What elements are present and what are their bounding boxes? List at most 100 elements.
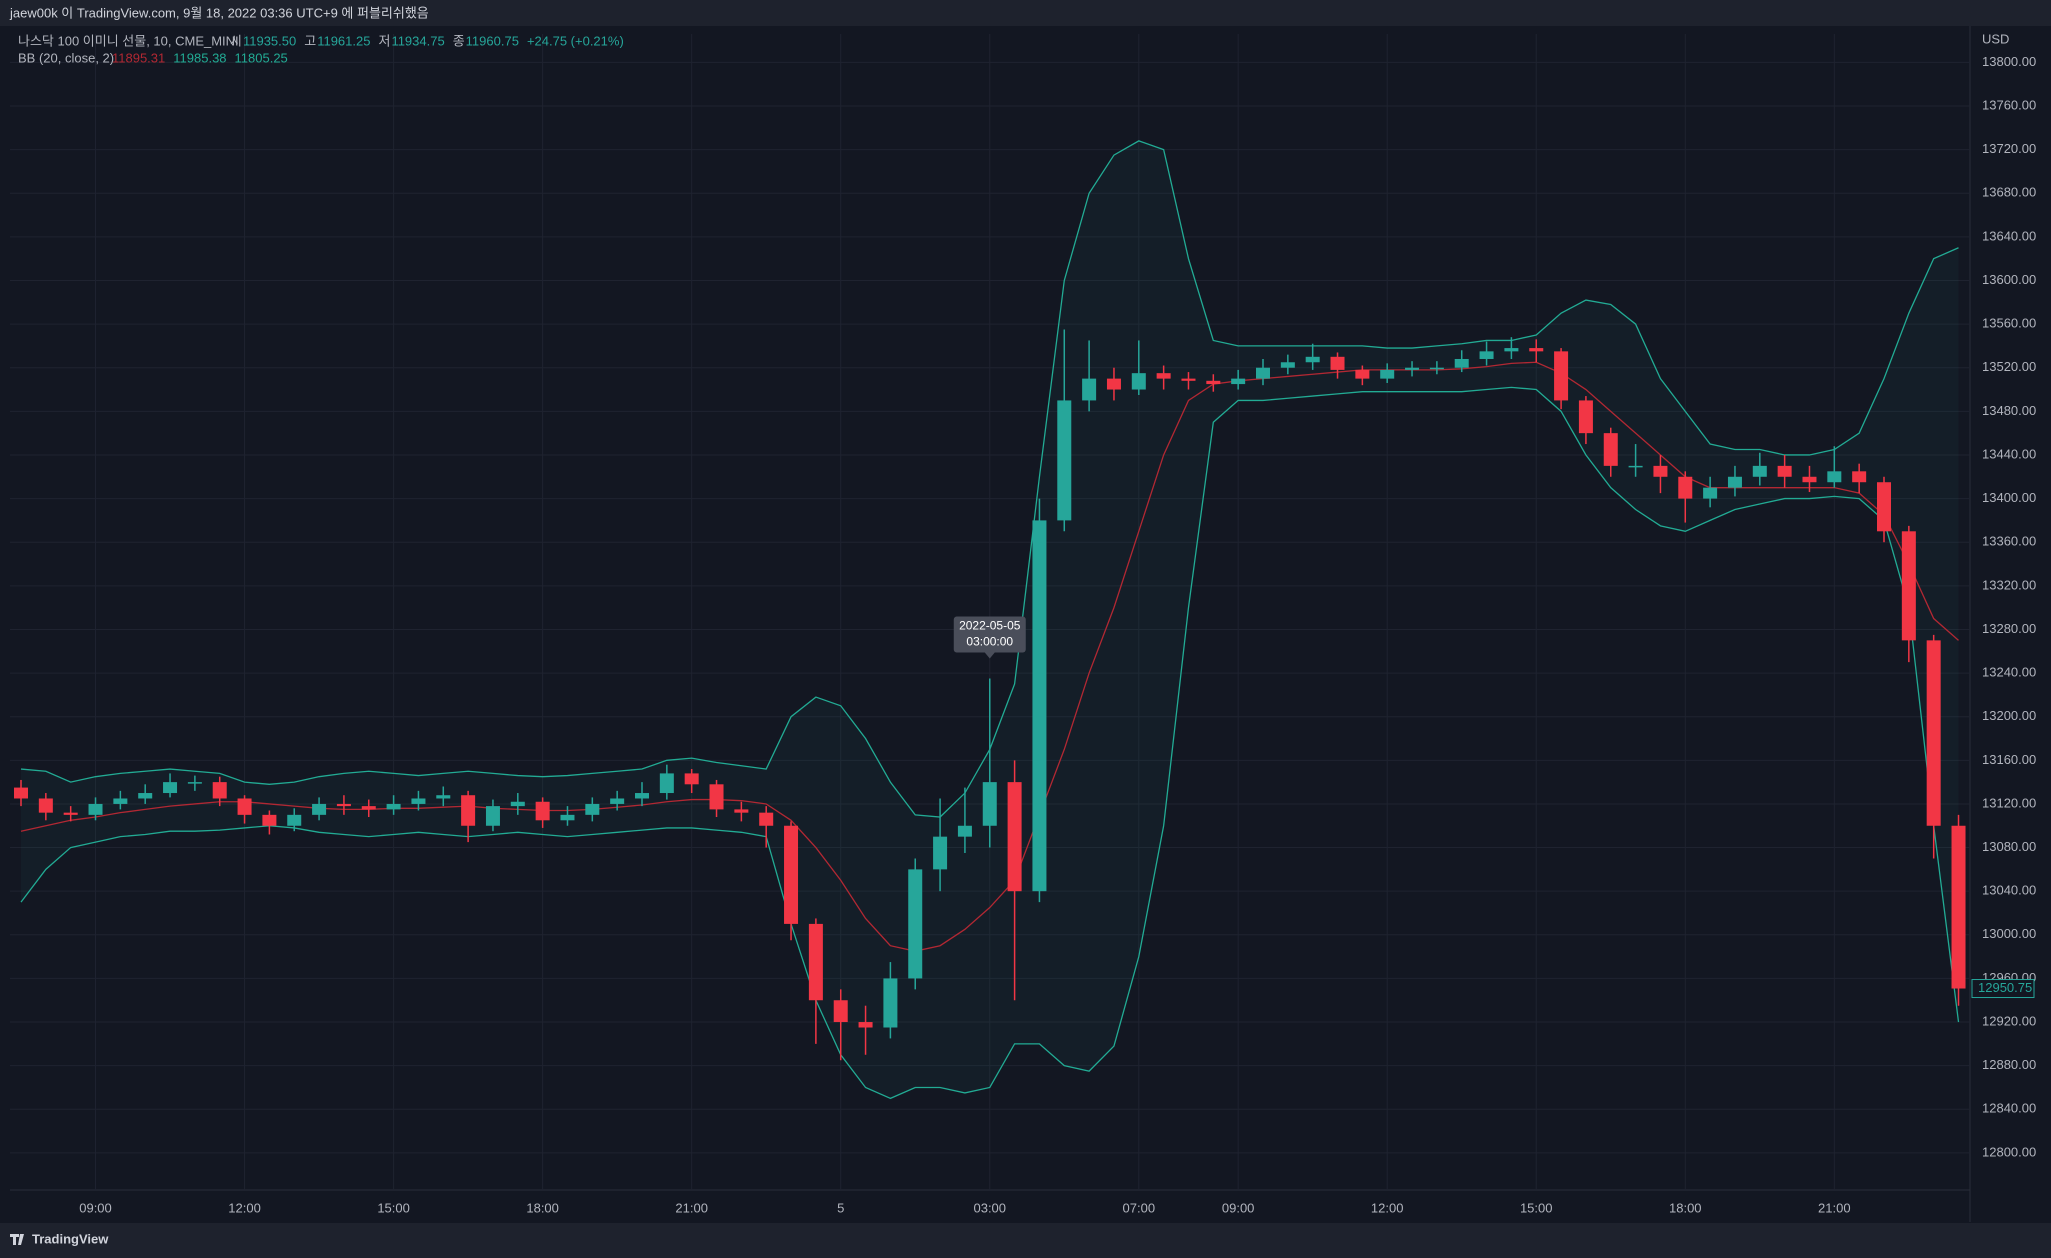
candle-body: [684, 773, 699, 785]
band-fill: [21, 140, 1959, 1099]
y-tick-label: 13800.00: [1982, 54, 2036, 69]
candle-body: [957, 825, 972, 837]
candle-body: [808, 923, 823, 1001]
legend-value: 11934.75: [391, 33, 444, 48]
candle-body: [1951, 825, 1966, 989]
candle-body: [1405, 367, 1420, 370]
logo: [10, 1234, 24, 1245]
candle-body: [1578, 400, 1593, 434]
y-tick-label: 13240.00: [1982, 665, 2036, 680]
y-tick-label: 13000.00: [1982, 926, 2036, 941]
plot: [10, 26, 1971, 1222]
x-tick-label: 21:00: [675, 1200, 708, 1215]
candle-body: [312, 803, 327, 815]
y-tick-label: 13160.00: [1982, 752, 2036, 767]
candle-body: [1802, 476, 1817, 483]
candle-body: [1852, 471, 1867, 483]
candle-body: [1032, 520, 1047, 892]
candle-body: [1181, 378, 1196, 381]
candle-body: [14, 787, 28, 799]
legend-value: 저: [378, 33, 390, 48]
candle-body: [138, 793, 153, 799]
candle-body: [113, 798, 128, 804]
candle-body: [1429, 367, 1444, 370]
y-tick-label: 13760.00: [1982, 97, 2036, 112]
candle-body: [1529, 348, 1544, 352]
candle-body: [1901, 531, 1916, 641]
y-tick-label: 13360.00: [1982, 534, 2036, 549]
indicator-value: 11985.38: [173, 50, 226, 65]
x-tick-label: 15:00: [1520, 1200, 1553, 1215]
legend-value: 11961.25: [317, 33, 370, 48]
indicator-value: 11895.31: [112, 50, 165, 65]
candle-body: [88, 803, 103, 815]
candle-body: [1827, 471, 1842, 483]
legend-value: 시: [230, 33, 242, 48]
x-tick-label: 12:00: [228, 1200, 261, 1215]
candle-body: [759, 812, 774, 826]
candle-body: [1653, 465, 1668, 477]
y-tick-label: 13600.00: [1982, 272, 2036, 287]
candle-body: [1454, 358, 1469, 368]
candle-body: [1554, 351, 1569, 401]
y-tick-label: 12920.00: [1982, 1013, 2036, 1028]
y-tick-label: 13440.00: [1982, 446, 2036, 461]
tooltip-time: 03:00:00: [966, 635, 1013, 649]
candle-body: [1106, 378, 1121, 390]
candle-body: [709, 784, 724, 810]
tooltip-date: 2022-05-05: [959, 619, 1021, 633]
candle-body: [411, 798, 426, 804]
y-tick-label: 12880.00: [1982, 1057, 2036, 1072]
y-tick-label: 13080.00: [1982, 839, 2036, 854]
candle-body: [585, 803, 600, 815]
candle-body: [262, 814, 277, 826]
candle-body: [908, 869, 923, 979]
footer-bar: [0, 1223, 2051, 1258]
price-label: 12950.75: [1978, 980, 2032, 995]
candle-body: [1131, 373, 1146, 390]
candle-body: [1479, 351, 1494, 359]
footer: TradingView: [32, 1231, 109, 1246]
candle-body: [933, 836, 948, 870]
y-tick-label: 13480.00: [1982, 403, 2036, 418]
overlay: 나스닥 100 이미니 선물, 10, CME_MINI BB (20, clo…: [18, 31, 2036, 1215]
candle-body: [386, 803, 401, 810]
legend-symbol: 나스닥 100 이미니 선물, 10, CME_MINI: [18, 33, 239, 48]
candle-body: [1082, 378, 1097, 401]
legend-value: 11960.75: [466, 33, 519, 48]
candle-body: [287, 814, 302, 826]
candle-body: [461, 795, 476, 826]
candle-body: [1926, 640, 1941, 826]
x-tick-label: 12:00: [1371, 1200, 1404, 1215]
band-lower: [20, 386, 1960, 1100]
indicator-name: BB (20, close, 2): [18, 50, 114, 65]
candle-body: [1603, 433, 1618, 466]
candle-body: [1628, 465, 1643, 468]
legend-value: 11935.50: [243, 33, 296, 48]
header: jaew00k 이 TradingView.com, 9월 18, 2022 0…: [9, 5, 429, 20]
candle-body: [883, 978, 898, 1028]
x-tick-label: 5: [837, 1200, 844, 1215]
y-tick-label: 13200.00: [1982, 708, 2036, 723]
candle-body: [63, 812, 78, 815]
candle-body: [212, 782, 227, 799]
candle-body: [560, 814, 575, 821]
candle-body: [1206, 380, 1221, 385]
candle-body: [1280, 362, 1295, 368]
x-tick-label: 15:00: [377, 1200, 410, 1215]
x-tick-label: 09:00: [79, 1200, 112, 1215]
candle-body: [1380, 369, 1395, 379]
x-tick-label: 21:00: [1818, 1200, 1851, 1215]
y-tick-label: 13400.00: [1982, 490, 2036, 505]
candle-body: [1877, 482, 1891, 532]
top-bar: [0, 0, 2051, 26]
candle-body: [858, 1022, 873, 1028]
candle-body: [436, 795, 451, 799]
y-tick-label: 13040.00: [1982, 883, 2036, 898]
candle-body: [1504, 348, 1519, 352]
x-tick-label: 18:00: [1669, 1200, 1702, 1215]
candle-body: [1256, 367, 1270, 379]
candle-body: [635, 793, 649, 799]
